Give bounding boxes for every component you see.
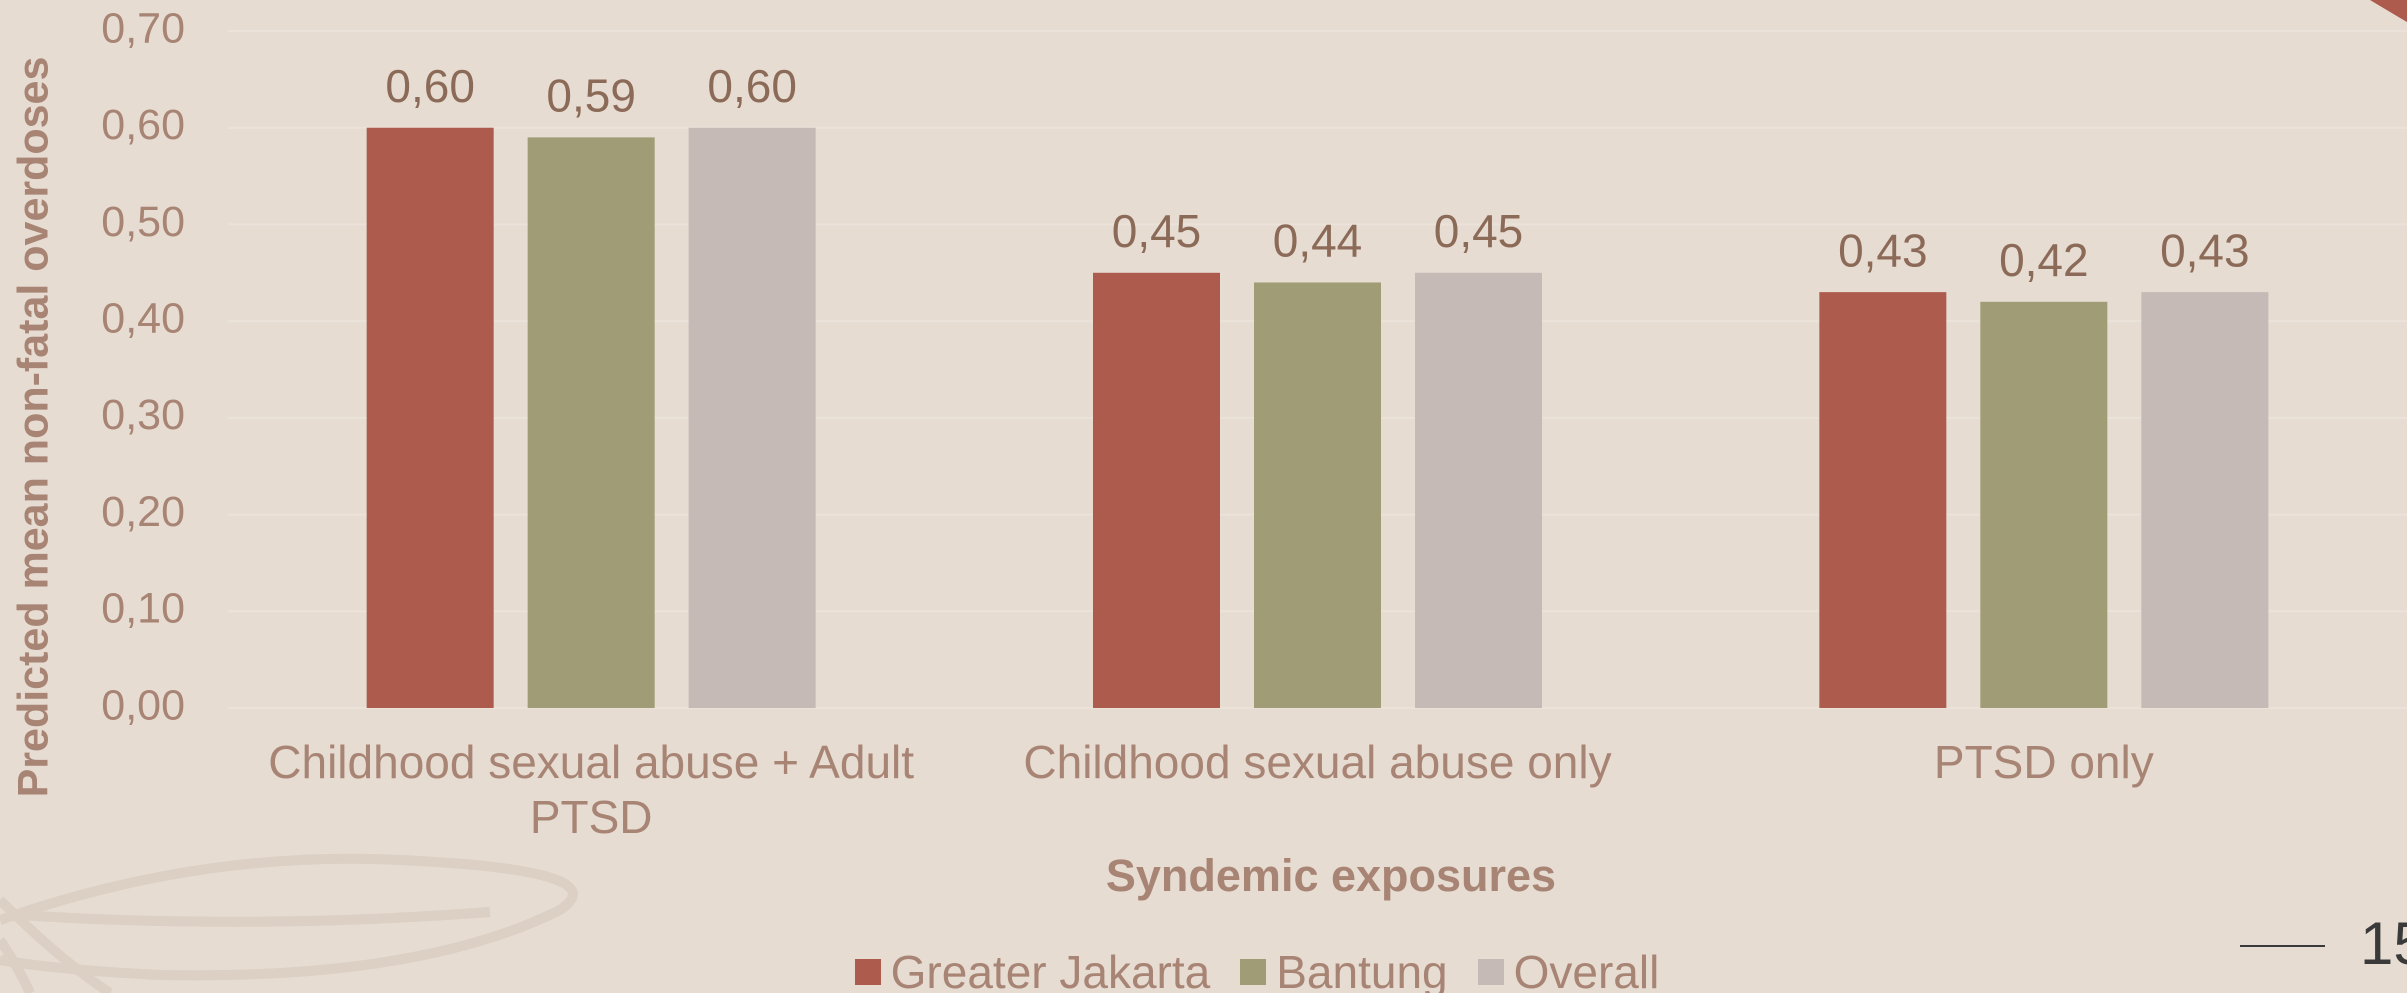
y-tick-label: 0,40 xyxy=(101,295,185,343)
legend-label: Bantung xyxy=(1276,946,1448,993)
bar xyxy=(1093,272,1220,708)
x-tick-label: PTSD only xyxy=(1933,736,2154,788)
bar xyxy=(1819,292,1947,708)
y-tick-label: 0,70 xyxy=(101,4,185,52)
value-label: 0,45 xyxy=(1434,205,1524,257)
y-tick-label: 0,00 xyxy=(101,681,185,729)
y-axis-title: Predicted mean non-fatal overdoses xyxy=(9,57,57,798)
value-label: 0,45 xyxy=(1112,205,1202,257)
corner-decoration xyxy=(2370,0,2407,22)
bar xyxy=(366,127,494,708)
legend-item: Bantung xyxy=(1240,945,1448,993)
y-tick-label: 0,50 xyxy=(101,198,185,246)
y-tick-label: 0,20 xyxy=(101,488,185,536)
x-axis-title: Syndemic exposures xyxy=(1106,850,1556,901)
bar xyxy=(1980,301,2108,708)
bar xyxy=(1415,272,1542,708)
value-label: 0,59 xyxy=(546,70,636,122)
legend-item: Greater Jakarta xyxy=(854,945,1211,993)
value-label: 0,60 xyxy=(385,60,475,112)
bar xyxy=(1254,282,1381,708)
y-tick-label: 0,10 xyxy=(101,585,185,633)
bar xyxy=(2141,292,2269,708)
legend-swatch xyxy=(854,959,881,985)
y-tick-label: 0,60 xyxy=(101,101,185,149)
legend-label: Overall xyxy=(1513,946,1660,993)
legend-item: Overall xyxy=(1477,945,1660,993)
value-label: 0,42 xyxy=(1999,234,2089,286)
legend: Greater Jakarta Bantung Overall xyxy=(0,945,2407,993)
legend-swatch xyxy=(1477,959,1504,985)
value-label: 0,60 xyxy=(707,60,797,112)
x-tick-label: Childhood sexual abuse + Adult PTSD xyxy=(268,736,915,843)
x-tick-label: Childhood sexual abuse only xyxy=(1023,736,1612,788)
y-tick-label: 0,30 xyxy=(101,391,185,439)
value-label: 0,43 xyxy=(2160,224,2250,276)
bar xyxy=(688,127,816,708)
bar xyxy=(527,137,655,708)
leaf-decoration xyxy=(0,853,578,993)
slide-number: 15 xyxy=(2360,910,2407,977)
legend-swatch xyxy=(1240,959,1267,985)
value-label: 0,43 xyxy=(1838,224,1928,276)
legend-label: Greater Jakarta xyxy=(890,946,1211,993)
value-label: 0,44 xyxy=(1273,215,1363,267)
